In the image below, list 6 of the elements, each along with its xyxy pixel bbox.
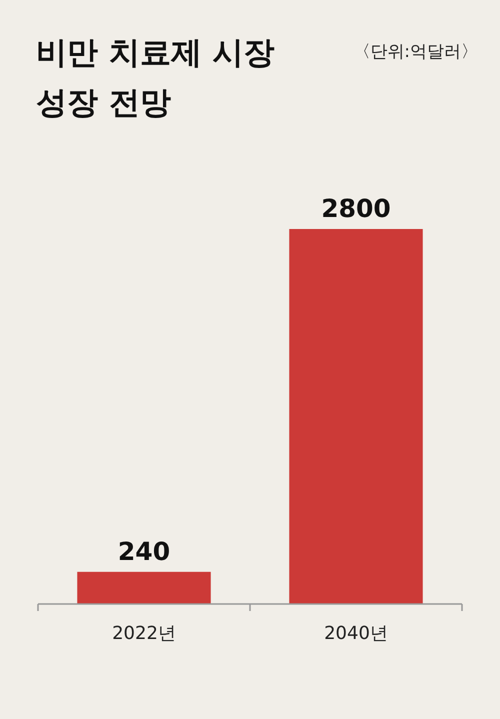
x-tick-label: 2022년 — [112, 623, 176, 644]
data-label: 2800 — [321, 194, 391, 223]
x-tick-label: 2040년 — [324, 623, 388, 644]
data-label: 240 — [118, 536, 170, 566]
chart-subtitle: 〈단위:억달러〉 — [353, 41, 478, 63]
chart-title: 비만 치료제 시장 성장 전망 — [36, 34, 276, 123]
